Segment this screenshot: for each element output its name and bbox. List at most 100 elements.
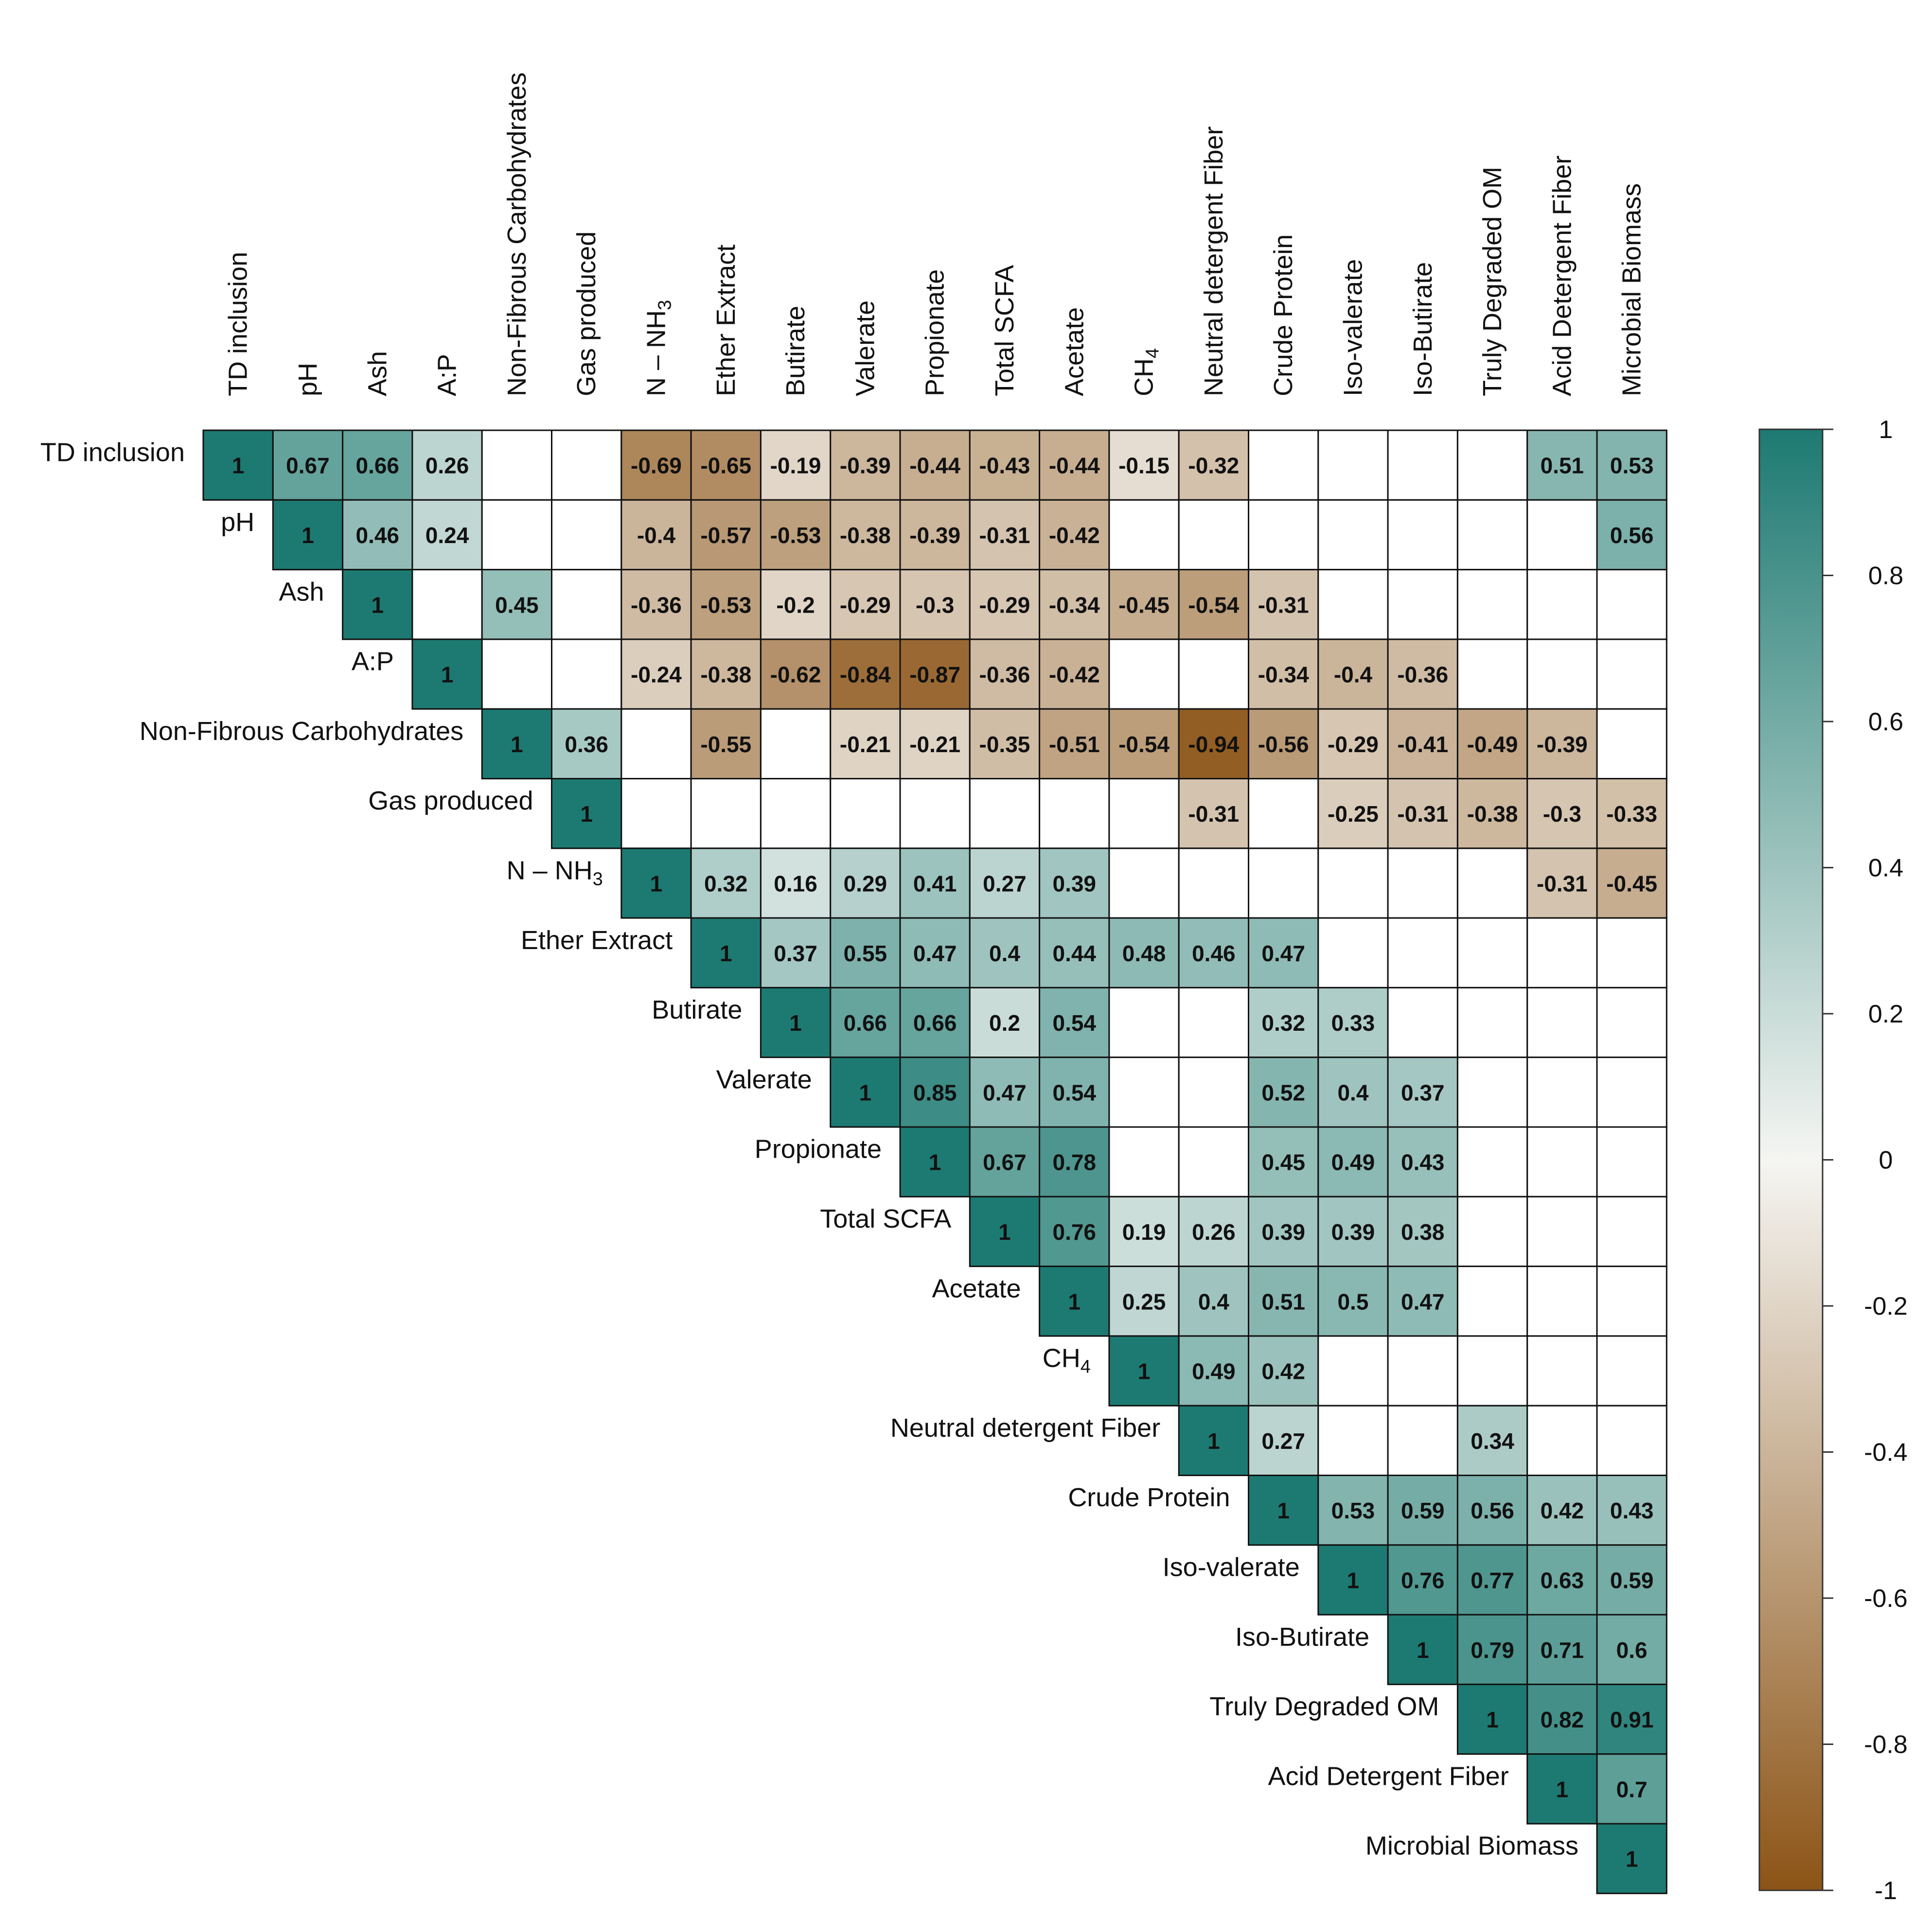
cell-value-label: 0.45	[1261, 1150, 1305, 1175]
heatmap-cell	[1596, 1196, 1667, 1268]
cell-value-label: 0.2	[989, 1010, 1020, 1036]
cell-value-label: 0.24	[425, 523, 469, 548]
heatmap-cell	[1039, 1266, 1110, 1337]
heatmap-cell	[481, 638, 553, 710]
cell-value-label: 1	[998, 1219, 1011, 1245]
cell-value-label: 0.4	[1198, 1289, 1229, 1314]
column-label: Non-Fibrous Carbohydrates	[502, 72, 532, 396]
heatmap-cell	[1456, 499, 1528, 571]
cell-value-label: 0.53	[1610, 453, 1654, 478]
cell-value-label: -0.44	[909, 453, 960, 478]
heatmap-cell	[272, 429, 344, 501]
cell-value-label: -0.53	[700, 592, 751, 617]
colorbar-tick-label: 0.4	[1868, 854, 1903, 882]
heatmap-cell	[1108, 638, 1180, 710]
cell-value-label: -0.4	[1334, 662, 1373, 687]
heatmap-cell	[1317, 1335, 1389, 1407]
heatmap-cell	[1387, 847, 1458, 919]
heatmap-cell	[690, 499, 762, 571]
heatmap-cell	[969, 638, 1041, 710]
cell-value-label: 0.76	[1401, 1568, 1445, 1593]
heatmap-cell	[620, 638, 692, 710]
cell-value-label: 1	[371, 592, 384, 617]
cell-value-label: 0.42	[1541, 1498, 1584, 1523]
heatmap-cell	[620, 499, 692, 571]
heatmap-cell	[899, 1057, 971, 1128]
cell-value-label: 1	[1626, 1847, 1638, 1872]
cell-value-label: 0.36	[565, 732, 608, 757]
heatmap-cell	[1317, 638, 1389, 710]
heatmap-cell	[899, 847, 971, 919]
heatmap-cell	[760, 917, 832, 988]
heatmap-cell	[551, 708, 622, 779]
cell-value-label: 0.54	[1052, 1010, 1096, 1036]
row-label: N – NH3	[507, 856, 603, 889]
colorbar-tick-label: -0.2	[1864, 1292, 1908, 1321]
row-label: Gas produced	[368, 786, 533, 815]
heatmap-cell	[899, 986, 971, 1058]
colorbar-tick-label: 0	[1879, 1146, 1893, 1175]
heatmap-cell	[1456, 1057, 1528, 1128]
heatmap-cell	[760, 986, 832, 1058]
column-label: Acid Detergent Fiber	[1547, 156, 1577, 396]
cell-value-label: -0.56	[1258, 732, 1309, 757]
cell-value-label: -0.35	[979, 732, 1030, 757]
heatmap-cell	[969, 708, 1041, 779]
cell-value-label: -0.21	[909, 732, 960, 757]
cell-value-label: 0.45	[495, 592, 539, 617]
cell-value-label: -0.57	[700, 523, 751, 548]
heatmap-cell	[760, 847, 832, 919]
heatmap-cell	[1456, 1126, 1528, 1198]
heatmap-cell	[1178, 1057, 1249, 1128]
heatmap-cell	[1526, 1126, 1598, 1198]
heatmap-cell	[760, 638, 832, 710]
heatmap-cell	[830, 917, 901, 988]
heatmap-cell	[342, 569, 413, 640]
heatmap-cell	[760, 708, 832, 779]
heatmap-cell	[1387, 1196, 1458, 1268]
heatmap-cell	[1248, 499, 1319, 571]
heatmap-cell	[969, 1057, 1041, 1128]
heatmap-cell	[1178, 1126, 1249, 1198]
heatmap-cell	[1039, 778, 1110, 849]
row-label: Acid Detergent Fiber	[1268, 1761, 1508, 1791]
heatmap-cell	[969, 1196, 1041, 1268]
cell-value-label: -0.41	[1397, 732, 1448, 757]
heatmap-cell	[1178, 917, 1249, 988]
cell-value-label: 0.43	[1401, 1150, 1445, 1175]
heatmap-cell	[1248, 1405, 1319, 1476]
heatmap-cell	[899, 1126, 971, 1198]
cell-value-label: -0.84	[840, 662, 891, 687]
heatmap-cell	[1108, 499, 1180, 571]
cell-value-label: -0.44	[1049, 453, 1100, 478]
heatmap-cell	[1108, 1335, 1180, 1407]
heatmap-cell	[272, 499, 344, 571]
heatmap-cell	[1039, 847, 1110, 919]
cell-value-label: 0.47	[983, 1080, 1027, 1105]
cell-value-label: 0.67	[983, 1150, 1027, 1175]
heatmap-cell	[1178, 847, 1249, 919]
heatmap-cell	[1178, 1335, 1249, 1407]
cell-value-label: 0.44	[1052, 941, 1096, 966]
heatmap-cell	[830, 638, 901, 710]
cell-value-label: 0.32	[1261, 1010, 1305, 1036]
cell-value-label: 0.46	[1192, 941, 1236, 966]
cell-value-label: 0.76	[1052, 1219, 1096, 1245]
heatmap-cell	[481, 569, 553, 640]
column-label: Neutral detergent Fiber	[1199, 126, 1228, 396]
heatmap-cell	[551, 638, 622, 710]
colorbar-tick-label: -0.4	[1864, 1439, 1908, 1467]
heatmap-cell	[342, 429, 413, 501]
heatmap-cell	[1456, 569, 1528, 640]
cell-value-label: 0.4	[989, 941, 1020, 966]
cell-value-label: 0.5	[1337, 1289, 1368, 1314]
heatmap-cell	[1456, 1196, 1528, 1268]
heatmap-cell	[830, 847, 901, 919]
heatmap-cell	[1596, 1823, 1667, 1894]
heatmap-cell	[1596, 847, 1667, 919]
heatmap-cell	[1596, 917, 1667, 988]
heatmap-cell	[830, 708, 901, 779]
row-label: Valerate	[716, 1065, 812, 1094]
heatmap-cell	[1596, 638, 1667, 710]
